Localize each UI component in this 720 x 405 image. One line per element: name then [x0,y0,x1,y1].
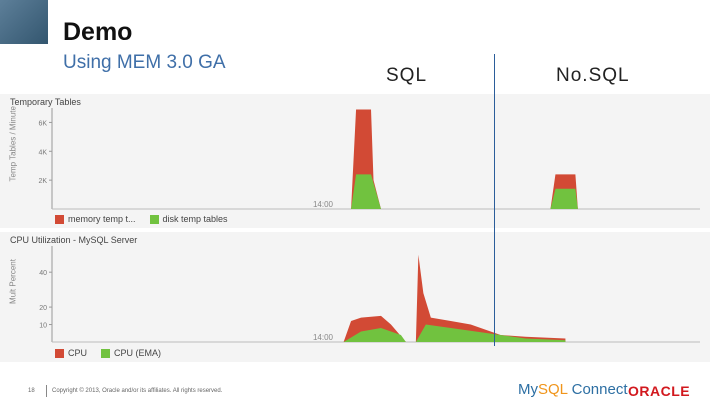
y-tick-label: 40 [39,270,47,277]
series-area-red [52,254,566,342]
chart-title: CPU Utilization - MySQL Server [10,235,138,245]
legend-label: disk temp tables [162,214,228,224]
legend-swatch-red [55,214,64,224]
legend-swatch-green [149,214,159,224]
legend-swatch-green [101,348,111,358]
x-tick-label: 14:00 [313,333,334,342]
y-tick-label: 6K [38,120,47,127]
legend-label: memory temp t... [68,214,136,224]
y-tick-label: 4K [38,149,47,156]
chart-plot-area: 10 20 40 14:00 [39,246,700,343]
copyright-text: Copyright © 2013, Oracle and/or its affi… [52,388,223,394]
legend-label: CPU (EMA) [114,348,162,358]
legend-item: CPU (EMA) [101,348,161,358]
sql-column-heading: SQL [386,65,428,86]
legend-label: CPU [68,348,88,358]
temporary-tables-chart: Temporary Tables Temp Tables / Minute 2K… [0,94,710,228]
y-tick-label: 20 [39,305,47,312]
y-tick-label: 10 [39,323,47,330]
chart-title: Temporary Tables [10,97,81,107]
corner-decoration [0,0,48,44]
slide-title: Demo [63,18,133,46]
legend-item: memory temp t... [55,214,136,224]
chart-legend: CPU CPU (EMA) [55,348,161,358]
chart-plot-area: 2K 4K 6K 14:00 [38,108,700,210]
slide-subtitle: Using MEM 3.0 GA [63,52,226,73]
page-number: 18 [28,388,35,394]
series-area-green [52,174,700,209]
sql-nosql-divider [494,54,495,346]
nosql-column-heading: No.SQL [556,65,630,86]
y-tick-label: 2K [38,178,47,185]
oracle-logo: ORACLE [628,383,691,399]
footer-separator [46,385,47,397]
legend-item: disk temp tables [149,214,228,224]
chart-legend: memory temp t... disk temp tables [55,214,228,224]
series-area-green [52,324,566,342]
cpu-utilization-chart: CPU Utilization - MySQL Server Mult Perc… [0,232,710,362]
legend-swatch-red [55,348,64,358]
legend-item: CPU [55,348,87,358]
x-tick-label: 14:00 [313,200,334,209]
mysql-connect-logo: MySQL Connect [518,381,628,398]
